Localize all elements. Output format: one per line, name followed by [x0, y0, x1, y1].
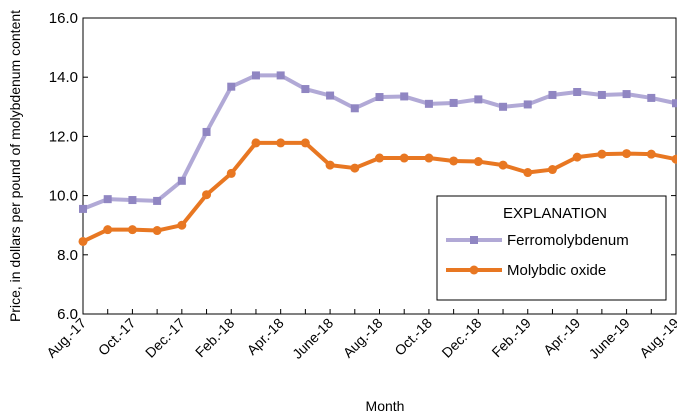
x-tick-label: Aug.-19	[636, 315, 677, 361]
data-point	[671, 154, 677, 164]
data-point	[276, 138, 286, 148]
data-point	[622, 90, 631, 99]
legend-title: EXPLANATION	[503, 205, 607, 222]
data-point	[449, 98, 458, 107]
data-point	[202, 127, 211, 136]
legend-label: Molybdic oxide	[507, 262, 606, 279]
data-point	[400, 92, 409, 101]
data-point	[177, 220, 187, 230]
data-point	[177, 176, 186, 185]
data-point	[226, 168, 236, 178]
x-tick-label: Feb.-18	[192, 315, 238, 361]
data-point	[474, 95, 483, 104]
y-tick-label: 6.0	[57, 306, 78, 323]
data-point	[103, 225, 113, 235]
data-point	[78, 236, 88, 246]
data-point	[350, 104, 359, 113]
legend: EXPLANATION Ferromolybdenum Molybdic oxid…	[436, 195, 667, 301]
data-point	[523, 168, 533, 178]
x-tick-label: Oct.-17	[95, 315, 139, 359]
data-point	[325, 160, 335, 170]
data-point	[548, 90, 557, 99]
data-point	[498, 160, 508, 170]
data-point	[350, 163, 360, 173]
data-point	[251, 138, 261, 148]
data-point	[301, 85, 310, 94]
x-tick-label: Apr.-18	[244, 315, 287, 358]
data-point	[622, 149, 632, 159]
legend-marker	[470, 236, 478, 244]
data-point	[326, 91, 335, 100]
data-point	[424, 153, 434, 163]
x-tick-label: Aug.-18	[340, 315, 386, 361]
data-point	[202, 190, 212, 200]
legend-marker	[469, 265, 479, 275]
data-point	[473, 157, 483, 167]
series-molybdic-oxide	[78, 138, 677, 246]
y-tick-label: 14.0	[49, 69, 78, 86]
data-point	[499, 102, 508, 111]
y-tick-label: 16.0	[49, 10, 78, 27]
y-axis-title: Price, in dollars per pound of molybdenu…	[7, 10, 23, 322]
data-point	[103, 195, 112, 204]
data-point	[153, 196, 162, 205]
y-tick-label: 8.0	[57, 247, 78, 264]
data-point	[672, 99, 677, 108]
data-point	[523, 100, 532, 109]
legend-item: Molybdic oxide	[446, 262, 606, 279]
data-point	[399, 153, 409, 163]
data-point	[276, 71, 285, 80]
series-layer	[78, 71, 677, 246]
y-axis-ticks: 6.0 8.0 10.0 12.0 14.0 16.0	[49, 10, 676, 323]
x-axis-ticks: Aug.-17 Oct.-17 Dec.-17 Feb.-18 Apr.-18 June-…	[43, 309, 677, 362]
legend-item: Ferromolybdenum	[446, 232, 629, 249]
data-point	[424, 99, 433, 108]
data-point	[646, 149, 656, 159]
data-point	[597, 90, 606, 99]
data-point	[375, 93, 384, 102]
data-point	[597, 149, 607, 159]
data-point	[300, 138, 310, 148]
legend-label: Ferromolybdenum	[507, 232, 629, 249]
data-point	[152, 226, 162, 236]
x-tick-label: Oct.-18	[391, 315, 435, 359]
data-point	[227, 82, 236, 91]
data-point	[79, 204, 87, 213]
data-point	[547, 165, 557, 175]
y-tick-label: 12.0	[49, 128, 78, 145]
series-ferromolybdenum	[79, 71, 677, 213]
legend-items: Ferromolybdenum Molybdic oxide	[446, 232, 629, 279]
data-point	[572, 152, 582, 162]
y-tick-label: 10.0	[49, 188, 78, 205]
x-tick-label: Dec.-18	[438, 315, 484, 361]
data-point	[647, 93, 656, 102]
data-point	[128, 196, 137, 205]
data-point	[375, 153, 384, 163]
legend-box	[436, 195, 667, 301]
data-point	[573, 88, 582, 96]
x-axis-title: Month	[366, 398, 405, 414]
x-tick-label: Feb.-19	[488, 315, 534, 361]
x-tick-label: Dec.-17	[142, 315, 188, 361]
x-tick-label: Apr.-19	[540, 315, 583, 358]
x-tick-label: June-19	[586, 315, 633, 362]
x-tick-label: June-18	[289, 315, 336, 362]
data-point	[449, 156, 459, 166]
data-point	[251, 71, 260, 80]
data-point	[127, 225, 137, 235]
